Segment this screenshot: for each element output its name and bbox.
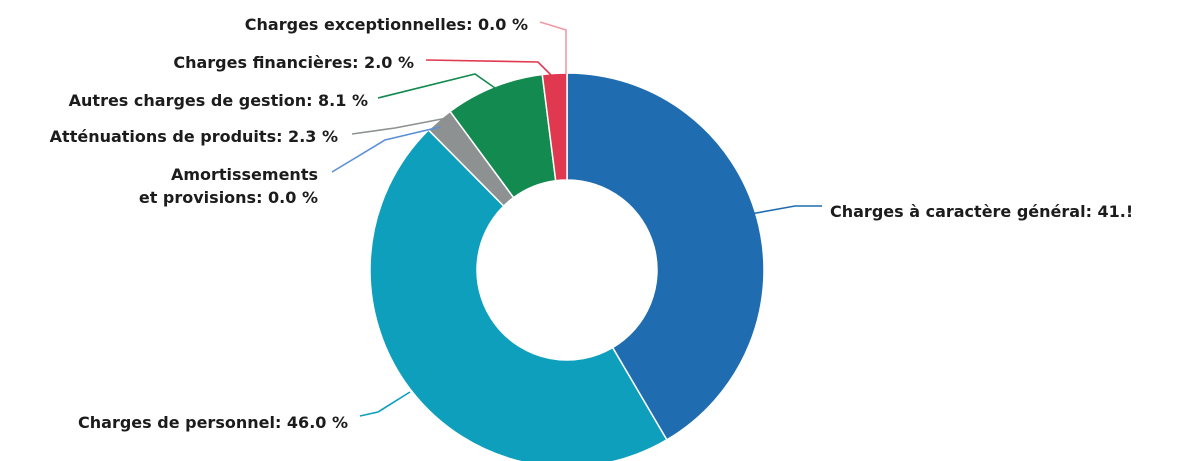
label-charges-de-personnel: Charges de personnel: 46.0 % — [78, 413, 348, 432]
slice-charges-a-caractere-general — [566, 72, 765, 441]
slice-charges-de-personnel — [369, 128, 668, 461]
label-autres-charges-de-gestion: Autres charges de gestion: 8.1 % — [69, 91, 368, 110]
label-charges-financieres: Charges financières: 2.0 % — [173, 53, 414, 72]
leader-charges-de-personnel — [359, 391, 411, 417]
leader-attenuations-de-produits — [351, 117, 448, 135]
label-amortissements-et-provisions: Amortissements et provisions: 0.0 % — [139, 165, 318, 207]
leader-charges-exceptionnelles — [539, 21, 567, 74]
leader-amortissements-et-provisions — [331, 126, 441, 173]
leader-charges-financieres — [425, 59, 553, 77]
label-charges-a-caractere-general: Charges à caractère général: 41.! — [830, 202, 1133, 221]
leader-charges-a-caractere-general — [744, 205, 822, 216]
label-attenuations-de-produits: Atténuations de produits: 2.3 % — [50, 127, 338, 146]
leader-autres-charges-de-gestion — [377, 73, 496, 99]
label-charges-exceptionnelles: Charges exceptionnelles: 0.0 % — [245, 15, 528, 34]
